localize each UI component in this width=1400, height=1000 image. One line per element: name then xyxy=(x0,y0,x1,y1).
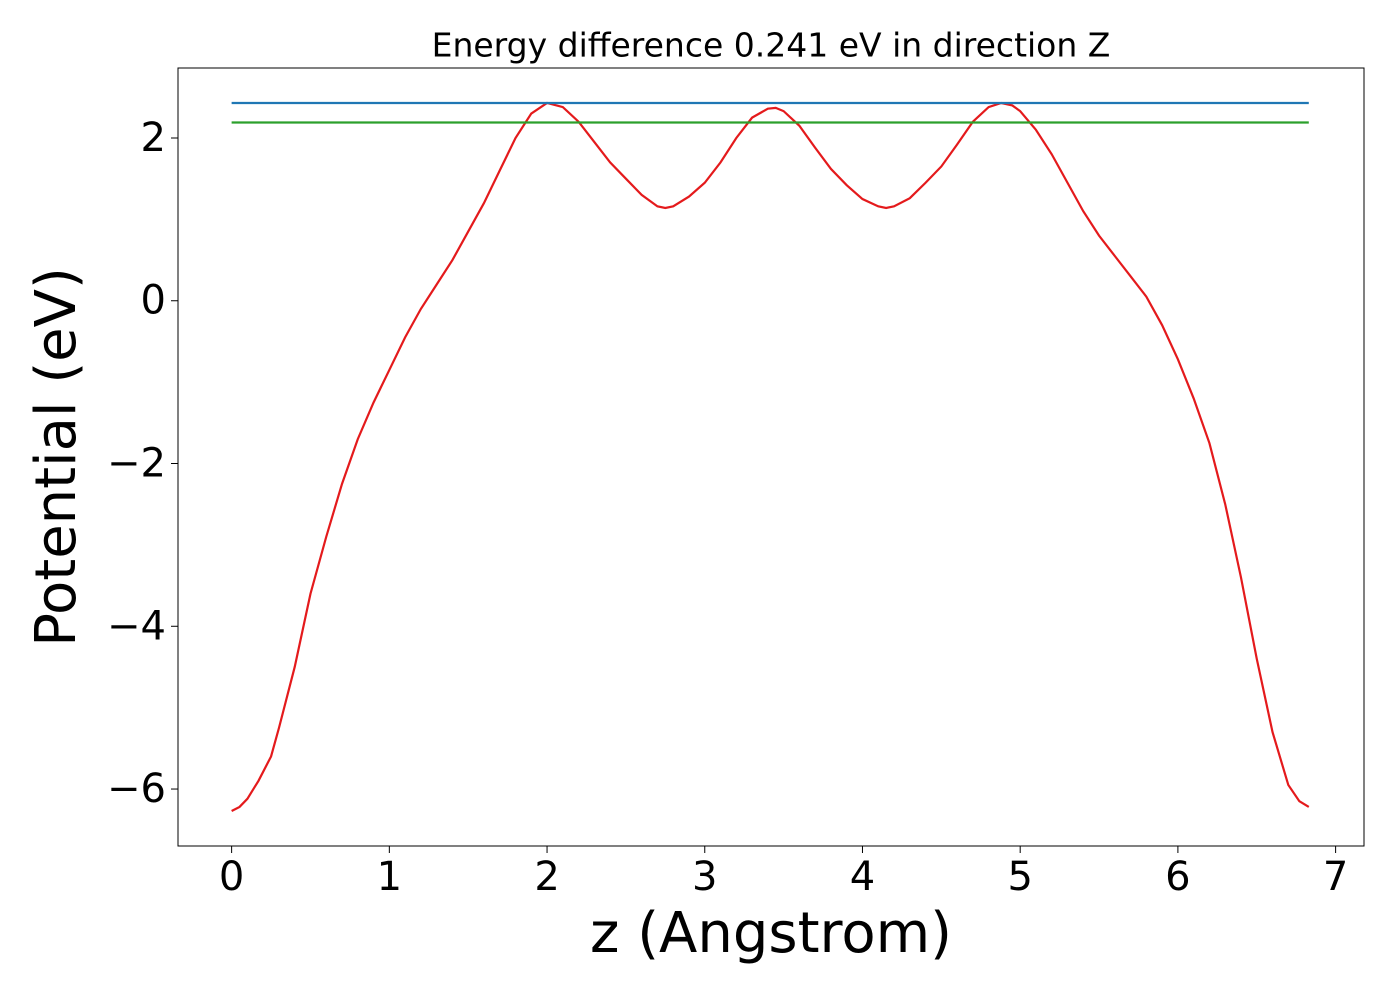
y-tick-label: −6 xyxy=(107,766,166,812)
y-tick-label: −2 xyxy=(107,441,166,487)
x-tick-label: 1 xyxy=(377,854,402,900)
x-axis-label: z (Angstrom) xyxy=(590,901,952,966)
x-tick-label: 7 xyxy=(1323,854,1348,900)
plot-frame xyxy=(177,67,1365,847)
y-axis-label: Potential (eV) xyxy=(24,267,89,647)
y-tick-label: 0 xyxy=(141,278,166,324)
y-tick-label: 2 xyxy=(141,115,166,161)
x-tick-label: 2 xyxy=(534,854,559,900)
y-tick-label: −4 xyxy=(107,603,166,649)
x-tick-label: 6 xyxy=(1165,854,1190,900)
x-tick-label: 5 xyxy=(1007,854,1032,900)
line-series xyxy=(231,101,1310,812)
x-tick-label: 0 xyxy=(219,854,244,900)
x-tick-label: 3 xyxy=(692,854,717,900)
chart-title: Energy difference 0.241 eV in direction … xyxy=(432,26,1111,65)
x-tick-label: 4 xyxy=(850,854,875,900)
